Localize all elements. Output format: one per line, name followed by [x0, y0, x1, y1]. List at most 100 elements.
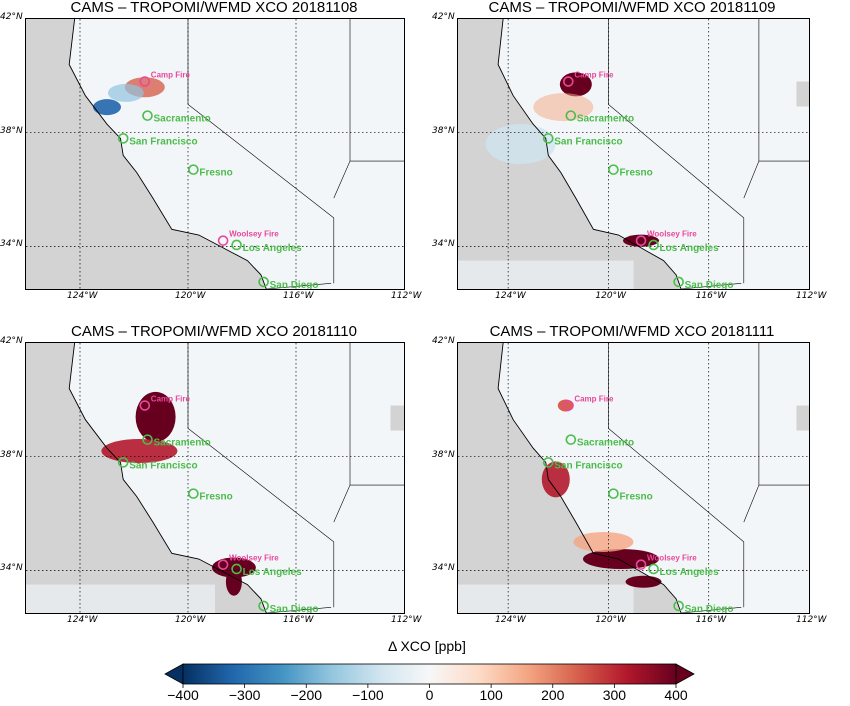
lon-tick-label: 124°W	[67, 291, 98, 301]
place-label: San Francisco	[554, 136, 622, 147]
city-marker	[231, 239, 242, 251]
coastline	[68, 19, 267, 289]
lat-tick-label: 34°N	[432, 239, 455, 250]
state-border	[743, 19, 760, 199]
xco-anomaly-plume	[135, 391, 176, 442]
lon-tick-label: 120°W	[175, 615, 206, 625]
place-label: San Francisco	[129, 460, 197, 471]
place-label: Fresno	[199, 492, 232, 503]
ocean-nodata-region	[26, 343, 267, 613]
city-marker	[673, 276, 684, 288]
lat-tick-label: 42°N	[432, 12, 455, 22]
lon-tick-label: 112°W	[796, 615, 827, 625]
ocean-retrieval-region	[26, 584, 215, 613]
lon-tick-label: 112°W	[796, 291, 827, 301]
city-marker	[608, 164, 619, 175]
lon-tick-label: 116°W	[283, 615, 314, 625]
colorbar-tick-label: −100	[352, 687, 384, 703]
ocean-nodata-region	[26, 19, 267, 289]
colorbar-max-arrow	[675, 663, 695, 685]
nodata-region	[390, 405, 404, 431]
fire-marker	[217, 235, 229, 246]
place-label: San Diego	[270, 280, 319, 289]
city-marker	[542, 457, 554, 468]
state-border	[333, 19, 351, 199]
fire-marker	[217, 559, 229, 570]
xco-anomaly-plume	[541, 461, 570, 498]
panel-title: CAMS – TROPOMI/WFMD XCO 20181110	[71, 323, 357, 340]
place-label: San Diego	[685, 604, 734, 613]
lon-tick-label: 116°W	[695, 615, 727, 625]
nodata-region	[796, 405, 809, 431]
city-marker	[648, 563, 659, 575]
place-label: Los Angeles	[243, 567, 303, 578]
state-border	[608, 19, 745, 284]
lon-tick-label: 124°W	[67, 615, 98, 625]
xco-anomaly-plume	[107, 83, 144, 102]
lat-tick-label: 34°N	[0, 563, 23, 574]
fire-marker	[139, 400, 151, 411]
colorbar-tick-label: 0	[425, 687, 434, 703]
place-label: Woolsey Fire	[647, 554, 697, 563]
xco-anomaly-plume	[533, 93, 594, 122]
xco-anomaly-plume	[623, 234, 660, 247]
city-marker	[117, 457, 129, 468]
place-label: Sacramento	[154, 114, 211, 125]
place-label: Sacramento	[154, 438, 211, 449]
city-marker	[142, 110, 153, 121]
state-border	[187, 19, 335, 284]
city-marker	[258, 600, 269, 612]
fire-marker	[139, 76, 151, 87]
lat-tick-label: 42°N	[432, 336, 455, 346]
city-marker	[188, 164, 199, 175]
state-border	[681, 607, 742, 613]
colorbar-min-arrow	[164, 663, 184, 685]
lat-tick-label: 34°N	[0, 239, 23, 250]
place-label: Fresno	[619, 492, 652, 503]
map-panel-20181109: Camp Fire Sacramento San Francisco Fresno Wo…	[457, 18, 810, 290]
xco-anomaly-plume	[625, 575, 662, 588]
city-marker	[648, 239, 659, 251]
place-label: San Francisco	[554, 460, 622, 471]
fire-marker	[635, 559, 647, 570]
place-label: Camp Fire	[151, 395, 191, 404]
ocean-retrieval-region	[458, 260, 634, 289]
lon-tick-label: 120°W	[175, 291, 206, 301]
state-border	[681, 283, 742, 289]
lat-tick-label: 42°N	[0, 12, 23, 22]
panel-title: CAMS – TROPOMI/WFMD XCO 20181111	[489, 323, 775, 340]
coastline	[497, 343, 682, 613]
city-marker	[258, 276, 269, 288]
state-border	[608, 343, 745, 608]
place-label: San Diego	[270, 604, 319, 613]
panel-title: CAMS – TROPOMI/WFMD XCO 20181109	[488, 0, 776, 16]
city-marker	[142, 434, 153, 445]
state-border	[333, 343, 351, 523]
colorbar-tick-label: 400	[664, 687, 688, 703]
colorbar-label: Δ XCO [ppb]	[388, 638, 466, 654]
ocean-nodata-region	[458, 343, 682, 613]
nodata-region	[796, 81, 809, 107]
city-marker	[608, 488, 619, 499]
city-marker	[673, 600, 684, 612]
xco-anomaly-plume	[485, 124, 556, 165]
colorbar-tick-label: 200	[541, 687, 565, 703]
lat-tick-label: 42°N	[0, 336, 23, 346]
place-label: Los Angeles	[660, 567, 720, 578]
city-marker	[565, 434, 577, 445]
state-border	[266, 607, 332, 613]
state-border	[187, 343, 335, 608]
ocean-nodata-region	[458, 19, 682, 289]
map-panel-20181110: Camp Fire Sacramento San Francisco Fresno Wo…	[25, 342, 405, 614]
place-label: Camp Fire	[574, 395, 614, 404]
lon-tick-label: 116°W	[695, 291, 727, 301]
lat-tick-label: 38°N	[432, 125, 455, 136]
lat-tick-label: 34°N	[432, 563, 455, 574]
city-marker	[188, 488, 199, 499]
city-marker	[542, 133, 554, 144]
place-label: San Francisco	[129, 136, 197, 147]
fire-marker	[635, 235, 647, 246]
colorbar	[164, 663, 695, 688]
place-label: Los Angeles	[660, 243, 720, 254]
lat-tick-label: 38°N	[0, 125, 23, 136]
